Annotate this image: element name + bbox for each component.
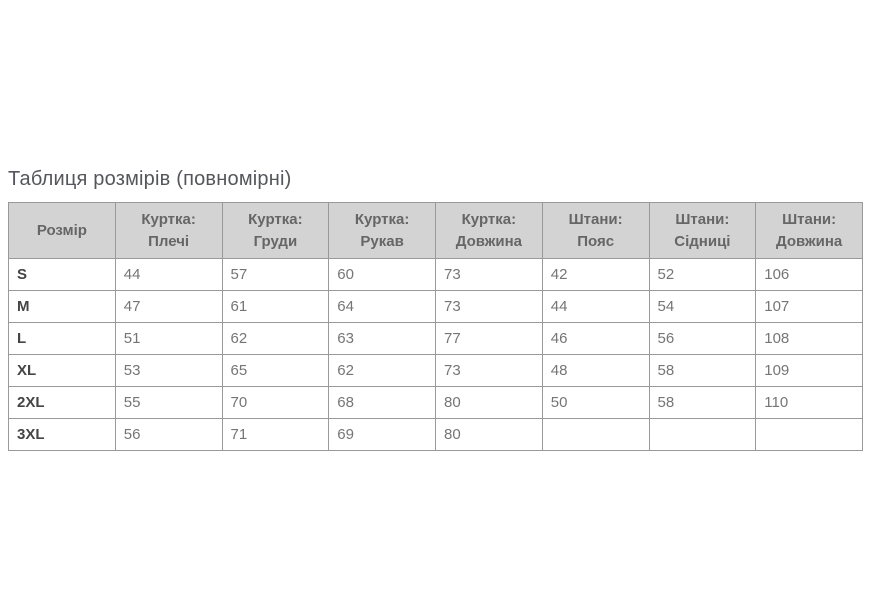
value-cell: 42 (541, 258, 650, 291)
size-label: 3XL (8, 418, 116, 451)
value-cell: 44 (114, 258, 223, 291)
header-cell-size: Розмір (8, 202, 116, 259)
header-cell-pants-waist: Штани: Пояс (541, 202, 650, 259)
value-cell: 56 (114, 418, 223, 451)
value-cell: 70 (221, 386, 330, 419)
table-row-m: M 47 61 64 73 44 54 107 (8, 290, 863, 323)
size-table: Розмір Куртка: Плечі Куртка: Груди Куртк… (8, 202, 863, 451)
page-title: Таблиця розмірів (повномірні) (8, 168, 292, 190)
value-cell: 53 (114, 354, 223, 387)
value-cell (541, 418, 650, 451)
value-cell: 58 (648, 386, 757, 419)
value-cell: 62 (221, 322, 330, 355)
size-label: L (8, 322, 116, 355)
value-cell: 109 (755, 354, 863, 387)
size-label: M (8, 290, 116, 323)
value-cell: 77 (435, 322, 543, 355)
value-cell: 48 (541, 354, 650, 387)
value-cell: 56 (648, 322, 757, 355)
value-cell: 108 (755, 322, 863, 355)
value-cell: 73 (435, 354, 543, 387)
value-cell: 80 (435, 386, 543, 419)
value-cell: 58 (648, 354, 757, 387)
value-cell: 106 (755, 258, 863, 291)
value-cell: 47 (114, 290, 223, 323)
table-row-3xl: 3XL 56 71 69 80 (8, 418, 863, 451)
size-label: S (8, 258, 116, 291)
table-row-xl: XL 53 65 62 73 48 58 109 (8, 354, 863, 387)
value-cell: 64 (328, 290, 436, 323)
value-cell (755, 418, 863, 451)
value-cell: 60 (328, 258, 436, 291)
header-cell-pants-hips: Штани: Сідниці (648, 202, 757, 259)
value-cell: 46 (541, 322, 650, 355)
value-cell: 107 (755, 290, 863, 323)
table-row-s: S 44 57 60 73 42 52 106 (8, 258, 863, 291)
value-cell: 44 (541, 290, 650, 323)
value-cell: 62 (328, 354, 436, 387)
header-cell-jacket-shoulders: Куртка: Плечі (114, 202, 223, 259)
value-cell: 55 (114, 386, 223, 419)
value-cell: 68 (328, 386, 436, 419)
value-cell: 110 (755, 386, 863, 419)
value-cell: 63 (328, 322, 436, 355)
value-cell (648, 418, 757, 451)
page-container: Таблиця розмірів (повномірні) Розмір Кур… (8, 168, 863, 451)
header-cell-jacket-length: Куртка: Довжина (435, 202, 543, 259)
table-row-2xl: 2XL 55 70 68 80 50 58 110 (8, 386, 863, 419)
table-row-l: L 51 62 63 77 46 56 108 (8, 322, 863, 355)
size-label: XL (8, 354, 116, 387)
size-label: 2XL (8, 386, 116, 419)
header-cell-jacket-sleeve: Куртка: Рукав (328, 202, 436, 259)
value-cell: 61 (221, 290, 330, 323)
value-cell: 73 (435, 258, 543, 291)
value-cell: 73 (435, 290, 543, 323)
value-cell: 69 (328, 418, 436, 451)
header-cell-jacket-chest: Куртка: Груди (221, 202, 330, 259)
value-cell: 51 (114, 322, 223, 355)
value-cell: 71 (221, 418, 330, 451)
size-table-body: S 44 57 60 73 42 52 106 M 47 61 64 73 44… (8, 258, 863, 451)
value-cell: 52 (648, 258, 757, 291)
value-cell: 65 (221, 354, 330, 387)
header-cell-pants-length: Штани: Довжина (755, 202, 863, 259)
value-cell: 57 (221, 258, 330, 291)
value-cell: 50 (541, 386, 650, 419)
value-cell: 80 (435, 418, 543, 451)
size-table-header: Розмір Куртка: Плечі Куртка: Груди Куртк… (8, 202, 863, 259)
value-cell: 54 (648, 290, 757, 323)
header-row: Розмір Куртка: Плечі Куртка: Груди Куртк… (8, 202, 863, 259)
